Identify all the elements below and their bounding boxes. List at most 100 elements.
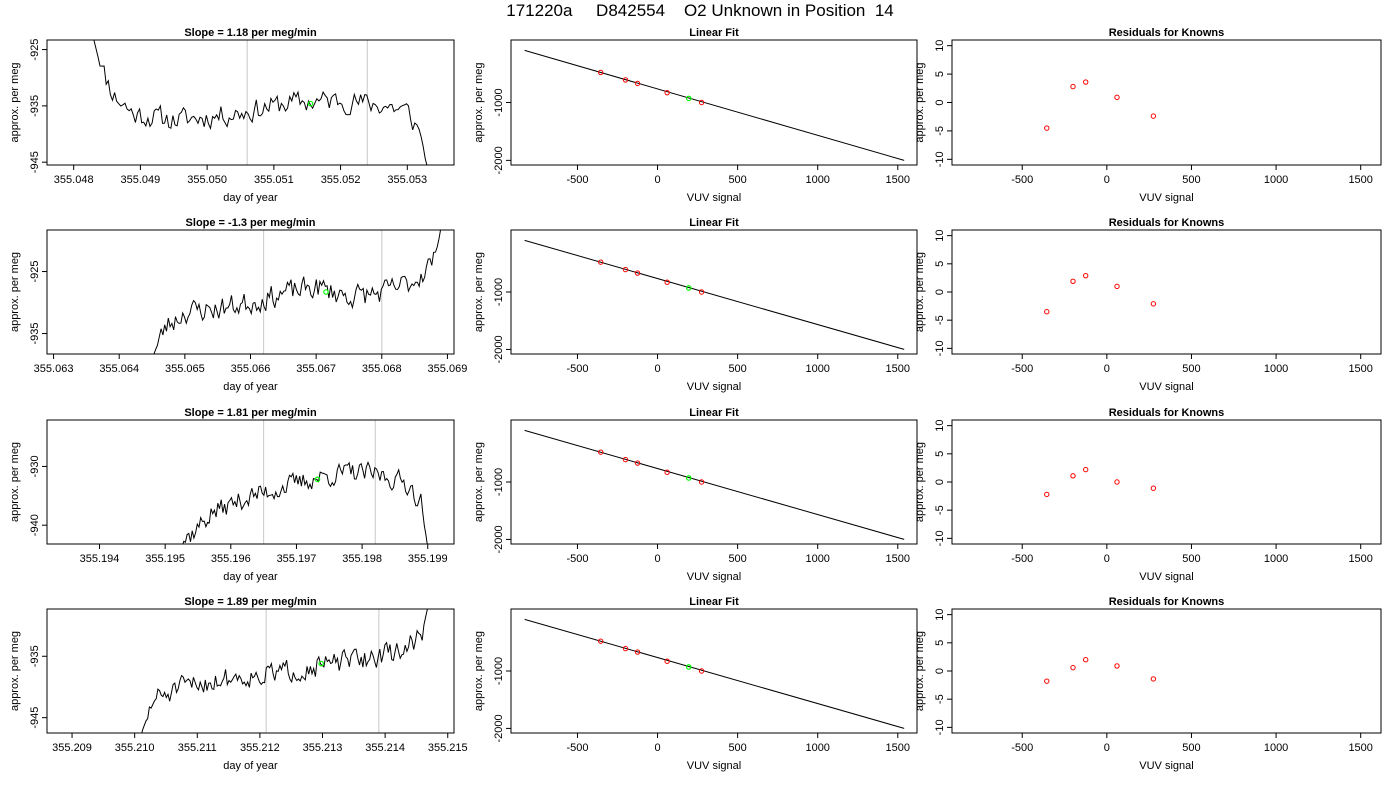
- chart-title: Residuals for Knowns: [1109, 407, 1225, 419]
- x-tick-label: 355.210: [115, 742, 155, 754]
- known-point: [1044, 678, 1050, 684]
- plot-frame: [951, 608, 1382, 734]
- x-axis-label: day of year: [223, 192, 278, 204]
- x-tick-label: 355.068: [362, 363, 402, 375]
- y-tick-label: -925: [29, 261, 41, 283]
- known-point: [1044, 125, 1050, 131]
- y-tick-label: -925: [29, 39, 41, 61]
- y-tick-label: -10: [934, 719, 946, 735]
- plot-frame: [46, 419, 455, 545]
- chart-title: Residuals for Knowns: [1109, 217, 1225, 229]
- x-tick-label: 355.066: [231, 363, 271, 375]
- known-point: [664, 89, 670, 96]
- x-tick-label: -500: [1011, 553, 1033, 565]
- y-axis-label: approx. per meg: [9, 62, 21, 142]
- plot-frame: [510, 608, 918, 734]
- x-tick-label: -500: [1011, 742, 1033, 754]
- plot-area: [524, 618, 905, 729]
- known-point: [634, 270, 641, 276]
- known-point: [622, 77, 629, 83]
- plot-frame: [951, 419, 1382, 545]
- x-tick-label: 355.049: [121, 174, 161, 186]
- page-title: 171220a D842554 O2 Unknown in Position 1…: [506, 1, 894, 20]
- chart-title: Linear Fit: [689, 217, 739, 229]
- y-tick-label: 10: [934, 609, 946, 621]
- unknown-point: [314, 476, 321, 483]
- unknown-point: [685, 285, 692, 291]
- y-axis-label: approx. per meg: [914, 631, 926, 711]
- plot-frame: [46, 608, 455, 734]
- chart-title: Slope = 1.89 per meg/min: [184, 596, 317, 608]
- x-tick-label: 0: [654, 174, 660, 186]
- unknown-point: [685, 95, 692, 102]
- known-point: [1114, 479, 1120, 485]
- x-axis-label: VUV signal: [1139, 192, 1193, 204]
- known-point: [597, 259, 604, 265]
- y-axis-label: approx. per meg: [9, 252, 21, 332]
- y-tick-label: 10: [934, 420, 946, 432]
- x-tick-label: 1000: [1264, 742, 1288, 754]
- known-point: [1082, 272, 1089, 279]
- x-tick-label: 355.211: [178, 742, 217, 754]
- x-axis-label: day of year: [223, 571, 278, 583]
- known-point: [1070, 473, 1076, 479]
- x-tick-label: 355.213: [303, 742, 343, 754]
- x-tick-label: 355.194: [80, 553, 120, 565]
- chart-title: Slope = 1.81 per meg/min: [184, 407, 317, 419]
- chart-panel: Linear Fit -500 0 500 1000 1500 -2000 -1000 VUV …: [473, 407, 918, 583]
- x-tick-label: 1500: [1348, 174, 1372, 186]
- x-tick-label: 1000: [1264, 553, 1288, 565]
- y-tick-label: 0: [934, 289, 946, 295]
- known-point: [664, 469, 670, 475]
- y-tick-label: -1000: [493, 88, 505, 116]
- fit-line: [524, 239, 905, 350]
- x-tick-label: 1500: [1348, 553, 1372, 565]
- known-point: [1114, 283, 1120, 290]
- plot-frame: [951, 229, 1382, 355]
- chart-panel: Residuals for Knowns -500 0 500 1000 1500 -10 -…: [914, 596, 1382, 772]
- known-point: [1114, 94, 1120, 101]
- plot-frame: [951, 39, 1382, 166]
- known-point: [1070, 278, 1076, 284]
- x-tick-label: 355.214: [365, 742, 405, 754]
- y-tick-label: -2000: [493, 335, 505, 363]
- y-tick-label: -10: [934, 340, 946, 356]
- data-trace: [93, 40, 428, 165]
- chart-title: Linear Fit: [689, 407, 739, 419]
- known-point: [1044, 491, 1050, 498]
- y-tick-label: 5: [934, 640, 946, 646]
- plot-area: [141, 609, 428, 733]
- y-tick-label: -1000: [493, 278, 505, 306]
- known-point: [1150, 485, 1157, 491]
- known-point: [634, 80, 641, 87]
- chart-panel: Residuals for Knowns -500 0 500 1000 1500 -10 -…: [914, 27, 1382, 204]
- unknown-point: [318, 660, 325, 667]
- chart-panel: Slope = -1.3 per meg/min 355.063 355.064 35…: [9, 217, 467, 393]
- y-tick-label: 5: [934, 451, 946, 457]
- x-tick-label: -500: [566, 363, 588, 375]
- chart-panel: Slope = 1.18 per meg/min 355.048 355.049 35…: [9, 27, 455, 204]
- x-tick-label: 355.195: [145, 553, 185, 565]
- x-tick-label: 0: [654, 742, 660, 754]
- data-trace: [153, 230, 442, 354]
- y-axis-label: approx. per meg: [473, 442, 485, 522]
- y-axis-label: approx. per meg: [914, 252, 926, 332]
- known-point: [1082, 657, 1089, 663]
- x-tick-label: 355.067: [296, 363, 336, 375]
- known-point: [597, 449, 604, 455]
- plot-area: [1044, 466, 1157, 498]
- unknown-point: [307, 100, 314, 107]
- x-tick-label: 355.052: [321, 174, 361, 186]
- known-point: [1150, 301, 1157, 307]
- known-point: [698, 668, 705, 674]
- y-tick-label: -5: [934, 505, 946, 515]
- fit-line: [524, 49, 905, 161]
- plot-area: [524, 239, 905, 350]
- known-point: [1114, 663, 1120, 669]
- y-axis-label: approx. per meg: [914, 442, 926, 522]
- x-tick-label: 355.212: [240, 742, 280, 754]
- chart-panel: Linear Fit -500 0 500 1000 1500 -2000 -1000 VUV …: [473, 27, 918, 204]
- known-point: [698, 99, 705, 106]
- x-tick-label: 355.050: [187, 174, 227, 186]
